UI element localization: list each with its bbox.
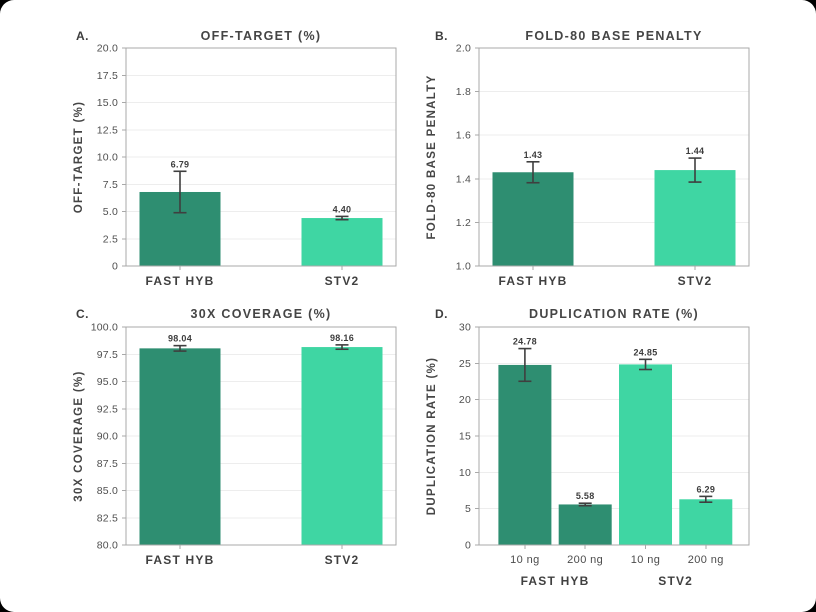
y-tick-label: 17.5 [97, 70, 118, 82]
x-tick-label: 200 ng [567, 554, 603, 566]
y-tick-label: 100.0 [91, 322, 118, 334]
bar [301, 347, 383, 545]
y-tick-label: 30 [459, 322, 471, 334]
y-tick-label: 12.5 [97, 124, 118, 136]
y-axis-label: FOLD-80 BASE PENALTY [426, 74, 438, 239]
x-tick-label: STV2 [325, 553, 360, 567]
bar [679, 499, 733, 545]
x-tick-label: STV2 [678, 274, 713, 288]
value-label: 5.58 [576, 491, 595, 501]
panel-title: DUPLICATION RATE (%) [529, 307, 699, 321]
x-tick-label: 10 ng [510, 554, 540, 566]
y-tick-label: 5 [465, 503, 471, 515]
value-label: 24.78 [513, 337, 537, 347]
y-tick-label: 95.0 [97, 376, 118, 388]
y-tick-label: 7.5 [103, 179, 118, 191]
bar [139, 348, 221, 545]
x-tick-label: FAST HYB [146, 553, 215, 567]
panel-title: FOLD-80 BASE PENALTY [525, 29, 702, 43]
x-tick-label: 10 ng [631, 554, 661, 566]
value-label: 6.29 [696, 484, 715, 494]
panel-letter: A. [76, 29, 89, 43]
y-tick-label: 25 [459, 358, 471, 370]
value-label: 1.44 [686, 146, 705, 156]
x-tick-label: STV2 [325, 274, 360, 288]
panel-letter: D. [435, 307, 448, 321]
chart-fold80: 1.0 1.2 1.4 1.6 1.8 2.0 1.43 FAST HYB 1.44 STV2 B.… [426, 29, 750, 288]
chart-duplication-rate: 0 5 10 15 20 25 30 24.78 10 ng 5.58 200 ng 24.85 10 … [426, 307, 750, 588]
y-tick-label: 20 [459, 394, 471, 406]
y-tick-label: 5.0 [103, 206, 118, 218]
plot-frame [478, 47, 750, 267]
y-tick-label: 2.0 [456, 43, 471, 55]
y-tick-label: 82.5 [97, 512, 118, 524]
value-label: 98.16 [330, 333, 354, 343]
y-axis-label: 30X COVERAGE (%) [73, 370, 85, 501]
y-tick-label: 10.0 [97, 152, 118, 164]
panel-off-target: 0 2.5 5.0 7.5 10.0 12.5 15.0 17.5 20.0 6.79 FAST H… [0, 0, 408, 306]
y-tick-label: 87.5 [97, 458, 118, 470]
y-tick-label: 15.0 [97, 97, 118, 109]
bar [654, 170, 736, 266]
y-tick-label: 15 [459, 431, 471, 443]
chart-off-target: 0 2.5 5.0 7.5 10.0 12.5 15.0 17.5 20.0 6.79 FAST H… [73, 29, 397, 288]
y-tick-label: 1.2 [456, 217, 471, 229]
panel-title: 30X COVERAGE (%) [191, 307, 332, 321]
y-tick-label: 1.4 [456, 173, 471, 185]
group-label: FAST HYB [521, 574, 590, 588]
y-tick-label: 2.5 [103, 233, 118, 245]
y-tick-label: 10 [459, 467, 471, 479]
value-label: 1.43 [524, 150, 543, 160]
y-tick-label: 80.0 [97, 540, 118, 552]
y-tick-label: 92.5 [97, 403, 118, 415]
value-label: 24.85 [633, 347, 657, 357]
y-axis-label: OFF-TARGET (%) [73, 101, 85, 214]
panel-duplication-rate: 0 5 10 15 20 25 30 24.78 10 ng 5.58 200 ng 24.85 10 … [408, 306, 816, 612]
bar [301, 218, 383, 266]
panel-30x-coverage: 80.0 82.5 85.0 87.5 90.0 92.5 95.0 97.5 100.0 98.… [0, 306, 408, 612]
panel-fold80: 1.0 1.2 1.4 1.6 1.8 2.0 1.43 FAST HYB 1.44 STV2 B.… [408, 0, 816, 306]
panel-title: OFF-TARGET (%) [201, 29, 322, 43]
x-tick-label: FAST HYB [499, 274, 568, 288]
chart-30x-coverage: 80.0 82.5 85.0 87.5 90.0 92.5 95.0 97.5 100.0 98.… [73, 307, 397, 567]
y-tick-label: 90.0 [97, 431, 118, 443]
y-tick-label: 0 [112, 261, 118, 273]
y-tick-label: 85.0 [97, 485, 118, 497]
x-tick-label: 200 ng [688, 554, 724, 566]
y-tick-label: 1.6 [456, 130, 471, 142]
panel-letter: B. [435, 29, 448, 43]
y-tick-label: 1.0 [456, 261, 471, 273]
x-tick-label: FAST HYB [146, 274, 215, 288]
y-tick-label: 0 [465, 540, 471, 552]
value-label: 6.79 [171, 159, 190, 169]
y-tick-label: 97.5 [97, 349, 118, 361]
bar [498, 364, 552, 545]
value-label: 98.04 [168, 334, 192, 344]
panel-letter: C. [76, 307, 89, 321]
group-label: STV2 [658, 574, 693, 588]
y-axis-label: DUPLICATION RATE (%) [426, 357, 438, 515]
y-tick-label: 1.8 [456, 86, 471, 98]
value-label: 4.40 [333, 204, 352, 214]
bar [619, 364, 673, 545]
y-tick-label: 20.0 [97, 43, 118, 55]
bar [492, 172, 574, 266]
bar [558, 504, 612, 545]
